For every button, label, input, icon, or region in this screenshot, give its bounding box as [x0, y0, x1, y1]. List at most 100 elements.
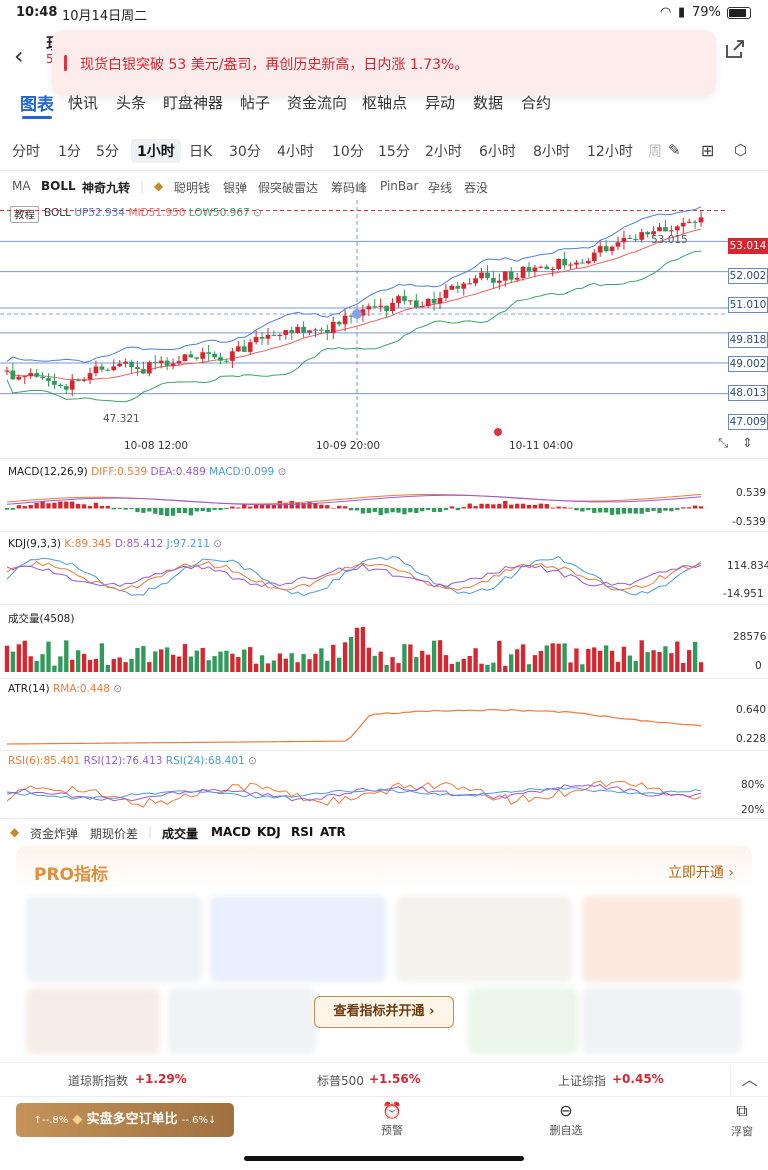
tab-headline[interactable]: 头条	[116, 94, 147, 112]
macd-bar	[236, 507, 241, 509]
draw-pen-icon[interactable]: ✎	[668, 141, 681, 159]
period-1h[interactable]: 1小时	[131, 139, 181, 163]
ind-pinbar[interactable]: PinBar	[380, 179, 419, 193]
macd-bar	[182, 508, 188, 514]
price-level-2[interactable]: 51.010	[728, 297, 768, 313]
ind-boll[interactable]: BOLL	[41, 179, 76, 193]
share-icon[interactable]	[724, 38, 746, 60]
tab-fund-bomb[interactable]: 资金炸弹	[30, 827, 79, 841]
macd-bar	[663, 508, 668, 511]
period-30m[interactable]: 30分	[229, 144, 261, 160]
ind-fake-breakout[interactable]: 假突破雷达	[258, 181, 319, 195]
macd-bar	[164, 508, 170, 517]
macd-bar	[396, 508, 401, 513]
remove-watchlist-button[interactable]: ⊖ 删自选	[536, 1101, 596, 1138]
tutorial-badge[interactable]: 教程	[10, 206, 39, 223]
price-level-5[interactable]: 48.013	[728, 385, 768, 401]
candle-body	[680, 222, 686, 227]
candle-body	[22, 376, 28, 378]
macd-bar	[425, 508, 431, 510]
volume-bar	[520, 644, 526, 672]
float-window-button[interactable]: ⧉ 浮窗	[712, 1101, 768, 1139]
tab-chart[interactable]: 图表	[20, 95, 54, 115]
tab-flash[interactable]: 快讯	[68, 94, 99, 112]
price-level-4[interactable]: 49.002	[728, 356, 768, 372]
period-15m[interactable]: 15分	[378, 144, 410, 160]
ind-magic-nine[interactable]: 神奇九转	[82, 179, 130, 196]
period-1m[interactable]: 1分	[58, 144, 81, 160]
news-toast[interactable]: 现货白银突破 53 美元/盎司，再创历史新高，日内涨 1.73%。	[52, 30, 716, 96]
candlestick-chart[interactable]	[0, 200, 768, 460]
ind-smart-money[interactable]: 聪明钱	[174, 181, 211, 195]
volume-bar	[627, 655, 633, 672]
price-level-6[interactable]: 47.009	[728, 414, 768, 430]
tab-futures-spread[interactable]: 期现价差	[90, 827, 139, 841]
period-12h[interactable]: 12小时	[587, 144, 633, 160]
rsi-settings-icon[interactable]: ⊙	[248, 755, 257, 767]
price-level-3[interactable]: 49.818	[728, 332, 768, 348]
macd-bar	[627, 508, 633, 514]
ind-harami[interactable]: 孕线	[428, 181, 453, 195]
alert-button[interactable]: ⏰ 预警	[362, 1101, 422, 1138]
macd-bar	[437, 508, 443, 512]
pro-card	[582, 988, 742, 1054]
settings-hex-icon[interactable]: ⬡	[734, 141, 748, 159]
tab-volume[interactable]: 成交量	[162, 825, 198, 842]
ratio-right: --.6%↓	[181, 1115, 217, 1126]
tab-monitor[interactable]: 盯盘神器	[163, 94, 224, 112]
period-10m[interactable]: 10分	[332, 144, 364, 160]
tab-contract[interactable]: 合约	[521, 94, 552, 112]
period-6h[interactable]: 6小时	[479, 144, 516, 160]
macd-bar	[692, 505, 698, 509]
period-week[interactable]: 周	[648, 144, 662, 160]
tab-anomaly[interactable]: 异动	[425, 94, 456, 112]
expand-icon[interactable]: ⇕	[742, 436, 753, 451]
period-4h[interactable]: 4小时	[277, 144, 314, 160]
period-day[interactable]: 日K	[189, 144, 213, 160]
period-2h[interactable]: 2小时	[425, 144, 462, 160]
tab-kdj[interactable]: KDJ	[257, 825, 281, 839]
volume-bar	[414, 657, 419, 672]
tab-pivot[interactable]: 枢轴点	[362, 94, 408, 112]
ind-ma[interactable]: MA	[12, 179, 31, 193]
macd-bar	[200, 508, 205, 512]
ind-engulf[interactable]: 吞没	[464, 181, 489, 195]
period-8h[interactable]: 8小时	[533, 144, 570, 160]
divider	[0, 531, 768, 532]
macd-bottom: -0.539	[732, 516, 766, 528]
macd-bar	[301, 503, 306, 509]
macd-bar	[473, 506, 478, 509]
rsi-top: 80%	[741, 779, 765, 791]
macd-bar	[461, 507, 466, 509]
tab-fund-flow[interactable]: 资金流向	[287, 94, 348, 112]
grid-layout-icon[interactable]: ⊞	[701, 141, 715, 160]
atr-settings-icon[interactable]: ⊙	[113, 683, 123, 695]
volume-bar	[218, 651, 223, 672]
boll-settings-icon[interactable]: ⊙	[252, 207, 262, 219]
macd-settings-icon[interactable]: ⊙	[277, 466, 287, 478]
index-ticker[interactable]: 道琼斯指数 +1.29% 标普500 +1.56% 上证综指 +0.45% ︿	[0, 1062, 768, 1096]
period-timeshare[interactable]: 分时	[12, 144, 40, 160]
kdj-settings-icon[interactable]: ⊙	[213, 538, 223, 550]
tab-data[interactable]: 数据	[473, 94, 504, 112]
volume-bar	[503, 665, 508, 672]
shrink-icon[interactable]: ⤡	[718, 436, 729, 451]
tab-atr[interactable]: ATR	[320, 825, 346, 839]
collapse-chevron-icon[interactable]: ︿	[730, 1066, 768, 1096]
period-5m[interactable]: 5分	[96, 144, 119, 160]
tab-macd[interactable]: MACD	[211, 825, 251, 839]
ind-chip-peak[interactable]: 筹码峰	[331, 181, 368, 195]
pro-open-link[interactable]: 立即开通 ›	[667, 865, 734, 881]
volume-bar	[390, 657, 395, 672]
view-indicators-button[interactable]: 查看指标并开通 ›	[314, 996, 454, 1028]
ind-silver-bullet[interactable]: 银弹	[223, 181, 248, 195]
back-arrow-icon[interactable]: ‹	[14, 42, 24, 70]
long-short-ratio-button[interactable]: ↑--.8% ◆ 实盘多空订单比 --.6%↓	[16, 1103, 234, 1137]
tab-rsi[interactable]: RSI	[291, 825, 313, 839]
volume-bar	[562, 643, 567, 672]
atr-line	[6, 708, 702, 745]
macd-chart	[0, 493, 710, 517]
price-level-1[interactable]: 52.002	[728, 268, 768, 284]
time-label-2: 10-09 20:00	[316, 440, 381, 452]
tab-posts[interactable]: 帖子	[240, 94, 271, 112]
